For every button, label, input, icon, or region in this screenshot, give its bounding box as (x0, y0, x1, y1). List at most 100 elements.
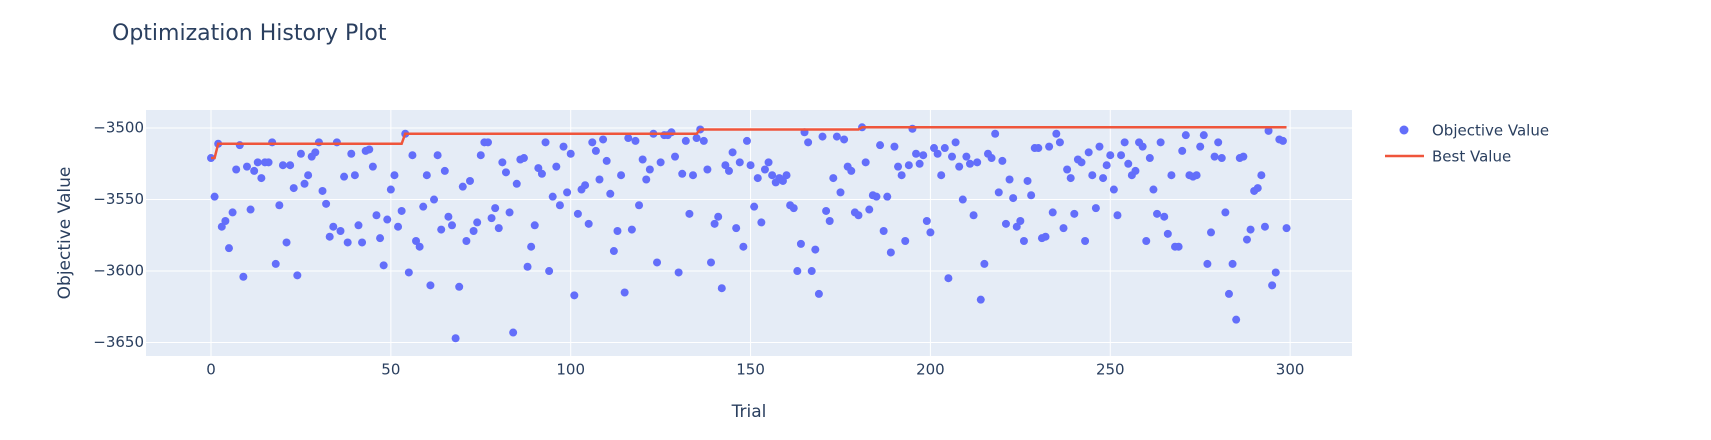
point (1246, 225, 1255, 234)
point (368, 162, 377, 171)
y-axis-title: Objective Value (55, 167, 75, 300)
point (444, 212, 453, 221)
point (1142, 237, 1151, 246)
point (750, 202, 759, 211)
point (814, 289, 823, 298)
point (1088, 171, 1097, 180)
point (1012, 222, 1021, 231)
legend-swatch (1399, 125, 1409, 135)
point (635, 201, 644, 210)
point (354, 221, 363, 230)
point (1149, 185, 1158, 194)
point (962, 152, 971, 161)
point (304, 171, 313, 180)
point (998, 156, 1007, 165)
point (886, 248, 895, 257)
point (563, 188, 572, 197)
point (548, 192, 557, 201)
point (415, 242, 424, 251)
point (703, 165, 712, 174)
point (1278, 136, 1287, 145)
point (595, 175, 604, 184)
point (404, 268, 413, 277)
point (706, 258, 715, 267)
point (965, 159, 974, 168)
point (289, 184, 298, 193)
point (1282, 224, 1291, 233)
point (527, 242, 536, 251)
point (397, 206, 406, 215)
point (358, 238, 367, 247)
point (1052, 129, 1061, 138)
point (1120, 138, 1129, 147)
point (645, 165, 654, 174)
point (257, 174, 266, 183)
point (419, 202, 428, 211)
point (919, 151, 928, 160)
point (861, 158, 870, 167)
point (656, 158, 665, 167)
point (311, 148, 320, 157)
point (796, 239, 805, 248)
point (735, 158, 744, 167)
point (1181, 131, 1190, 140)
point (1027, 191, 1036, 200)
point (685, 209, 694, 218)
point (818, 132, 827, 141)
point (1001, 219, 1010, 228)
point (678, 169, 687, 178)
point (588, 138, 597, 147)
point (901, 237, 910, 246)
point (573, 209, 582, 218)
point (699, 136, 708, 145)
point (865, 205, 874, 214)
point (433, 151, 442, 160)
legend-label: Objective Value (1432, 122, 1549, 140)
point (242, 162, 251, 171)
point (1059, 224, 1068, 233)
point (822, 206, 831, 215)
point (329, 222, 338, 231)
point (350, 171, 359, 180)
point (581, 181, 590, 190)
x-axis-title: Trial (731, 402, 767, 422)
point (1077, 158, 1086, 167)
x-tick-label: 0 (206, 361, 216, 379)
point (591, 146, 600, 155)
point (372, 211, 381, 220)
point (829, 174, 838, 183)
point (455, 282, 464, 291)
point (807, 267, 816, 276)
point (958, 195, 967, 204)
chart-title: Optimization History Plot (112, 21, 387, 46)
point (710, 219, 719, 228)
point (1041, 232, 1050, 241)
point (365, 145, 374, 154)
point (523, 262, 532, 271)
point (1271, 268, 1280, 277)
y-tick-label: −3500 (93, 119, 144, 137)
x-tick-label: 300 (1276, 361, 1305, 379)
point (897, 171, 906, 180)
point (340, 172, 349, 181)
point (394, 222, 403, 231)
point (876, 141, 885, 150)
point (426, 281, 435, 290)
point (1153, 209, 1162, 218)
point (742, 136, 751, 145)
point (692, 134, 701, 143)
point (390, 171, 399, 180)
point (232, 165, 241, 174)
point (268, 138, 277, 147)
point (1163, 229, 1172, 238)
point (1167, 171, 1176, 180)
point (840, 135, 849, 144)
point (1095, 142, 1104, 151)
point (1131, 166, 1140, 175)
point (282, 238, 291, 247)
point (681, 136, 690, 145)
point (1203, 259, 1212, 268)
point (883, 192, 892, 201)
point (1045, 142, 1054, 151)
point (322, 199, 331, 208)
